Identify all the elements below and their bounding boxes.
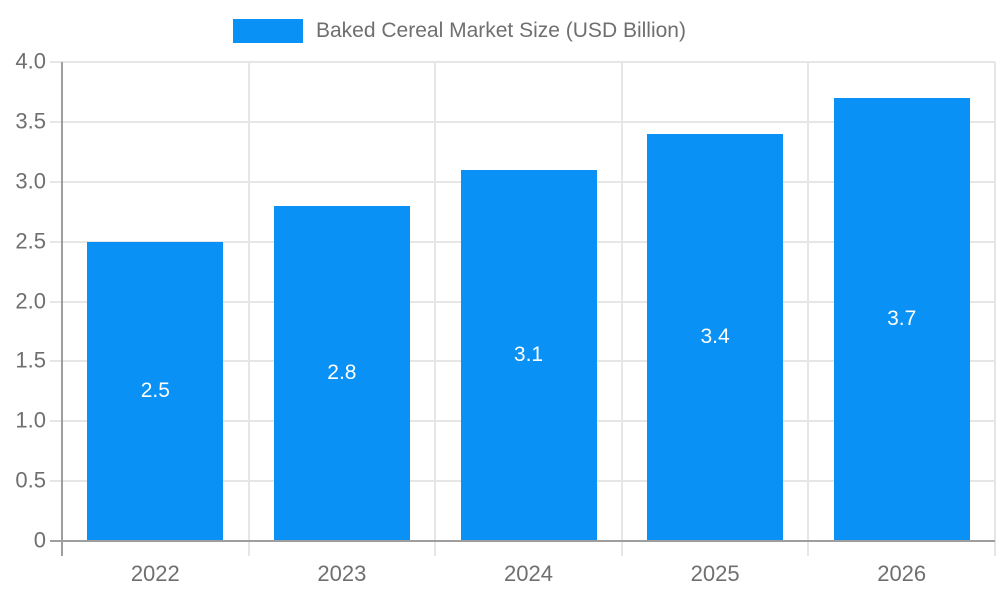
bar-value-label: 3.7 <box>887 307 917 331</box>
v-gridline <box>807 62 810 556</box>
chart-legend: Baked Cereal Market Size (USD Billion) <box>233 19 686 43</box>
chart-title: Baked Cereal Market Size (USD Billion) <box>316 19 686 42</box>
h-gridline <box>62 120 995 123</box>
y-axis-tick-label: 3.5 <box>15 108 46 134</box>
bar-value-label: 2.5 <box>140 379 170 403</box>
y-axis-tick-label: 3.0 <box>15 168 46 194</box>
y-axis-tick-label: 1.0 <box>15 407 46 433</box>
x-axis-tick-label: 2024 <box>504 561 553 586</box>
bar-2023[interactable] <box>273 205 410 541</box>
y-axis-line <box>61 62 63 556</box>
y-axis-tick <box>50 61 62 63</box>
bar-value-label: 2.8 <box>327 361 357 385</box>
y-axis-tick <box>50 480 62 483</box>
y-axis-tick-label: 0.5 <box>15 467 46 493</box>
y-axis-tick-label: 0 <box>33 527 46 553</box>
y-axis-tick-label: 2.5 <box>15 228 46 254</box>
y-axis-tick <box>50 300 62 303</box>
v-gridline <box>434 62 437 556</box>
x-axis-tick-label: 2026 <box>877 561 927 586</box>
y-axis-tick <box>50 420 62 423</box>
y-axis-tick <box>50 120 62 123</box>
bar-2025[interactable] <box>647 133 784 541</box>
bar-2022[interactable] <box>87 241 224 541</box>
bar-2024[interactable] <box>460 169 597 541</box>
x-axis-tick-label: 2022 <box>130 561 180 586</box>
x-axis-tick-label: 2023 <box>317 561 367 586</box>
x-axis-tick-label: 2025 <box>690 561 740 586</box>
x-axis-line <box>50 540 995 542</box>
y-axis-tick-label: 1.5 <box>15 347 46 373</box>
y-axis-tick <box>50 240 62 243</box>
bar-value-label: 3.4 <box>700 325 730 349</box>
bar-2026[interactable] <box>833 97 970 541</box>
y-axis-tick-label: 4.0 <box>15 48 46 74</box>
h-gridline <box>62 61 995 63</box>
legend-swatch <box>233 19 303 43</box>
y-axis-tick-label: 2.0 <box>15 287 46 313</box>
y-axis-tick <box>50 180 62 183</box>
v-gridline <box>620 62 623 556</box>
v-gridline <box>247 62 250 556</box>
y-axis-tick <box>50 360 62 363</box>
bar-value-label: 3.1 <box>513 343 544 367</box>
v-gridline <box>994 62 996 556</box>
